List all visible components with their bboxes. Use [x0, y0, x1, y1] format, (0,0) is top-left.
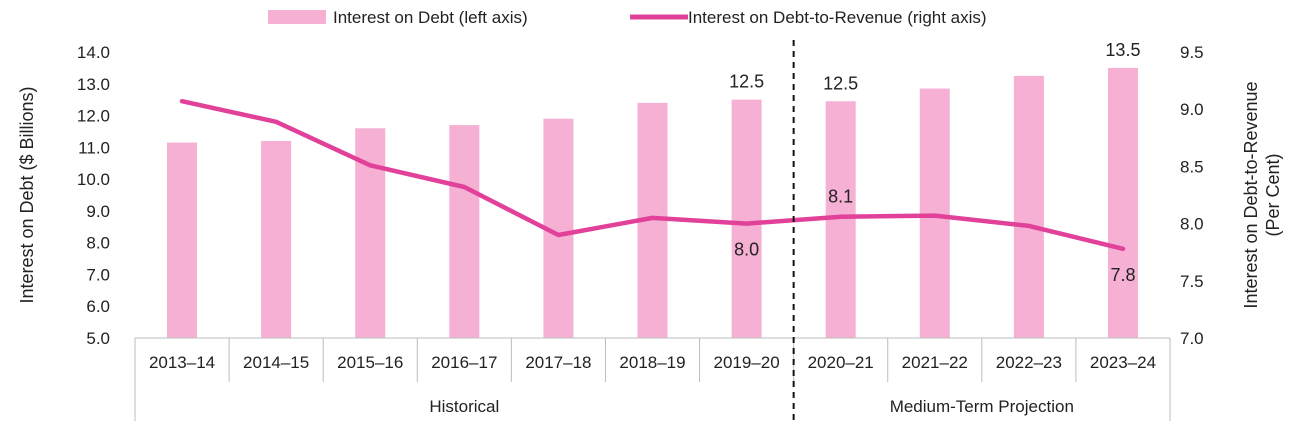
- left-tick-label: 9.0: [86, 202, 110, 221]
- line-point-2014–15: [275, 121, 277, 123]
- left-tick-label: 11.0: [78, 138, 110, 157]
- left-tick-label: 6.0: [86, 297, 110, 316]
- category-label: 2023–24: [1090, 353, 1156, 372]
- data-label: 12.5: [729, 72, 764, 92]
- left-tick-label: 12.0: [77, 107, 110, 126]
- left-axis: 5.0 6.0 7.0 8.0 9.0 10.0 11.0 12.0 13.0 14.0 Inter…: [17, 43, 110, 348]
- data-label: 12.5: [823, 73, 858, 93]
- bar-2019–20: [731, 99, 762, 339]
- line-point-2022–23: [1028, 225, 1030, 227]
- line-point-2019–20: [746, 223, 748, 225]
- bar-2016–17: [449, 125, 480, 338]
- data-label: 8.0: [734, 240, 759, 260]
- left-tick-label: 10.0: [77, 170, 110, 189]
- right-tick-label: 9.0: [1180, 100, 1204, 119]
- line-point-2013–14: [181, 100, 183, 102]
- right-tick-label: 7.5: [1180, 272, 1204, 291]
- group-label: Medium-Term Projection: [890, 397, 1074, 416]
- bars: [167, 67, 1138, 339]
- right-axis: 7.0 7.5 8.0 8.5 9.0 9.5 Interest on Debt-to-Re…: [1180, 43, 1283, 348]
- data-labels: 12.5 12.5 13.5 8.0 8.1 7.8: [729, 40, 1140, 285]
- bar-2014–15: [261, 140, 292, 338]
- line-point-2023–24: [1122, 248, 1124, 250]
- left-tick-label: 7.0: [86, 265, 110, 284]
- line-point-2017–18: [557, 234, 559, 236]
- left-axis-title: Interest on Debt ($ Billions): [17, 86, 37, 303]
- right-axis-title-line: (Per Cent): [1263, 153, 1283, 236]
- line-point-2015–16: [369, 164, 371, 166]
- left-tick-label: 5.0: [86, 329, 110, 348]
- legend-label-bar: Interest on Debt (left axis): [333, 8, 528, 27]
- category-label: 2017–18: [525, 353, 591, 372]
- legend-swatch-bar: [268, 10, 326, 24]
- line-point-2018–19: [652, 217, 653, 219]
- category-label: 2022–23: [996, 353, 1062, 372]
- legend-label-line: Interest on Debt-to-Revenue (right axis): [688, 8, 987, 27]
- category-label: 2016–17: [431, 353, 497, 372]
- bar-2023–24: [1107, 67, 1138, 338]
- data-label: 13.5: [1105, 40, 1140, 60]
- line-point-2016–17: [463, 186, 465, 188]
- left-tick-label: 14.0: [77, 43, 110, 62]
- category-label: 2020–21: [808, 353, 874, 372]
- line-layer: [179, 98, 1126, 252]
- right-axis-title-line: Interest on Debt-to-Revenue: [1241, 81, 1261, 308]
- category-label: 2014–15: [243, 353, 309, 372]
- x-axis: 2013–14 2014–15 2015–16 2016–17 2017–18 2018–…: [134, 40, 1171, 421]
- bar-2021–22: [919, 88, 950, 339]
- data-label: 8.1: [828, 187, 853, 207]
- right-tick-label: 8.0: [1180, 215, 1204, 234]
- line-point-2020–21: [840, 216, 842, 218]
- data-label: 7.8: [1110, 265, 1135, 285]
- right-tick-label: 7.0: [1180, 329, 1204, 348]
- legend: Interest on Debt (left axis) Interest on …: [268, 8, 987, 27]
- category-label: 2018–19: [619, 353, 685, 372]
- left-tick-label: 8.0: [86, 234, 110, 253]
- category-label: 2013–14: [149, 353, 215, 372]
- right-tick-label: 8.5: [1180, 157, 1204, 176]
- category-label: 2021–22: [902, 353, 968, 372]
- category-label: 2019–20: [713, 353, 779, 372]
- bar-2022–23: [1013, 75, 1044, 338]
- left-tick-label: 13.0: [77, 75, 110, 94]
- right-axis-title: Interest on Debt-to-Revenue (Per Cent): [1241, 81, 1283, 308]
- bar-2013–14: [167, 142, 198, 338]
- line-point-2021–22: [934, 215, 936, 217]
- group-label: Historical: [429, 397, 499, 416]
- category-label: 2015–16: [337, 353, 403, 372]
- right-tick-label: 9.5: [1180, 43, 1204, 62]
